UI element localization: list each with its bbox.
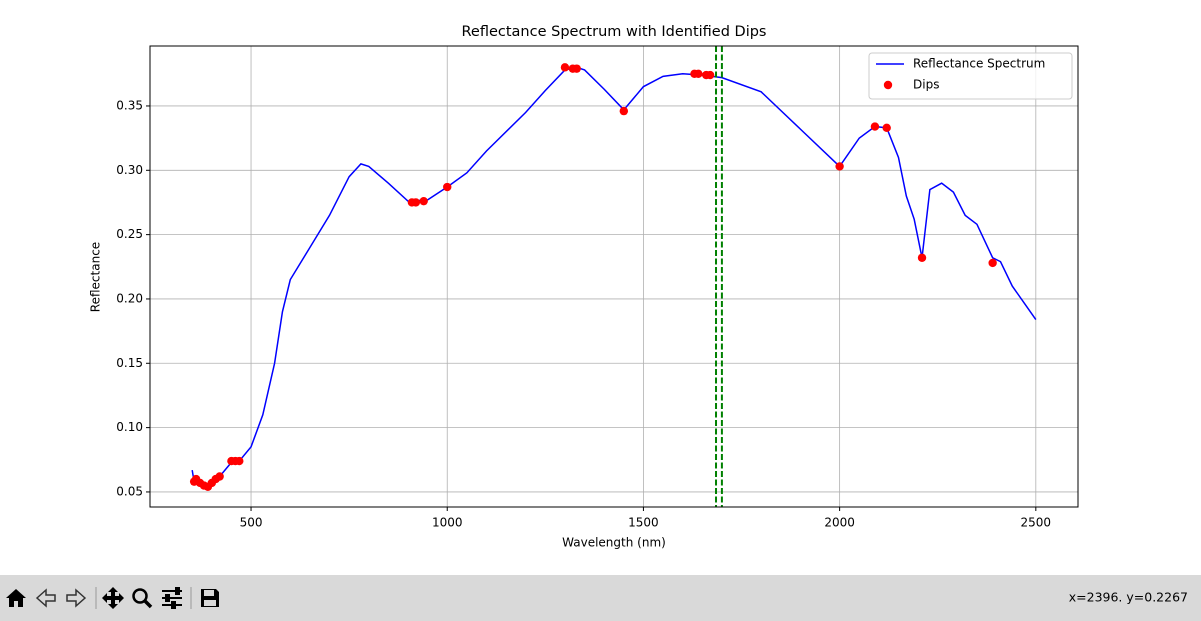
dip-point xyxy=(215,472,224,481)
dip-point xyxy=(235,456,244,466)
y-tick-label: 0.35 xyxy=(116,98,143,112)
back-button[interactable] xyxy=(35,588,56,608)
dip-point xyxy=(560,63,570,72)
y-tick-label: 0.05 xyxy=(116,484,143,498)
y-tick-label: 0.25 xyxy=(116,227,143,241)
configure-button[interactable] xyxy=(162,587,182,609)
x-tick-label: 500 xyxy=(240,516,263,530)
legend-swatch xyxy=(883,80,893,90)
dip-point xyxy=(572,64,581,73)
grid xyxy=(150,46,1078,507)
dip-point xyxy=(419,196,428,206)
x-tick-label: 1000 xyxy=(432,516,463,530)
x-tick-label: 2500 xyxy=(1021,516,1052,530)
y-tick-label: 0.10 xyxy=(116,420,143,434)
legend-label: Dips xyxy=(913,78,939,92)
x-tick-label: 1500 xyxy=(628,516,659,530)
ticks: 500 1000 1500 2000 2500 0.05 0.10 0.15 0.20 0.25 0… xyxy=(116,98,1051,529)
save-button[interactable] xyxy=(201,589,219,607)
dip-point xyxy=(411,198,421,207)
pan-button[interactable] xyxy=(102,587,124,609)
dip-point xyxy=(705,70,715,80)
dip-point xyxy=(882,123,891,133)
dip-point xyxy=(835,162,844,171)
dip-point xyxy=(870,122,880,131)
dip-point xyxy=(988,258,997,268)
axes-frame xyxy=(149,45,1079,508)
toolbar-buttons xyxy=(6,587,219,609)
home-button[interactable] xyxy=(6,589,26,607)
legend: Reflectance Spectrum Dips xyxy=(868,52,1073,100)
forward-button[interactable] xyxy=(66,588,87,608)
data-line xyxy=(191,66,1037,486)
dip-point xyxy=(917,253,927,262)
toolbar xyxy=(0,575,1201,621)
dip-point xyxy=(694,69,703,78)
chart-title: Reflectance Spectrum with Identified Dip… xyxy=(461,24,766,40)
x-axis-label: Wavelength (nm) xyxy=(562,536,666,550)
y-tick-label: 0.20 xyxy=(116,291,143,305)
x-tick-label: 2000 xyxy=(824,516,855,530)
zoom-button[interactable] xyxy=(132,588,148,604)
legend-box xyxy=(868,52,1073,100)
legend-label: Reflectance Spectrum xyxy=(913,57,1045,71)
dip-point xyxy=(619,106,629,116)
zoom-handle xyxy=(143,599,153,609)
y-tick-label: 0.30 xyxy=(116,163,143,177)
y-axis-label: Reflectance xyxy=(89,242,103,312)
plot-area xyxy=(189,46,1037,507)
dip-point xyxy=(443,182,452,192)
status-text: x=2396. y=0.2267 xyxy=(1069,590,1188,605)
y-tick-label: 0.15 xyxy=(116,356,143,370)
